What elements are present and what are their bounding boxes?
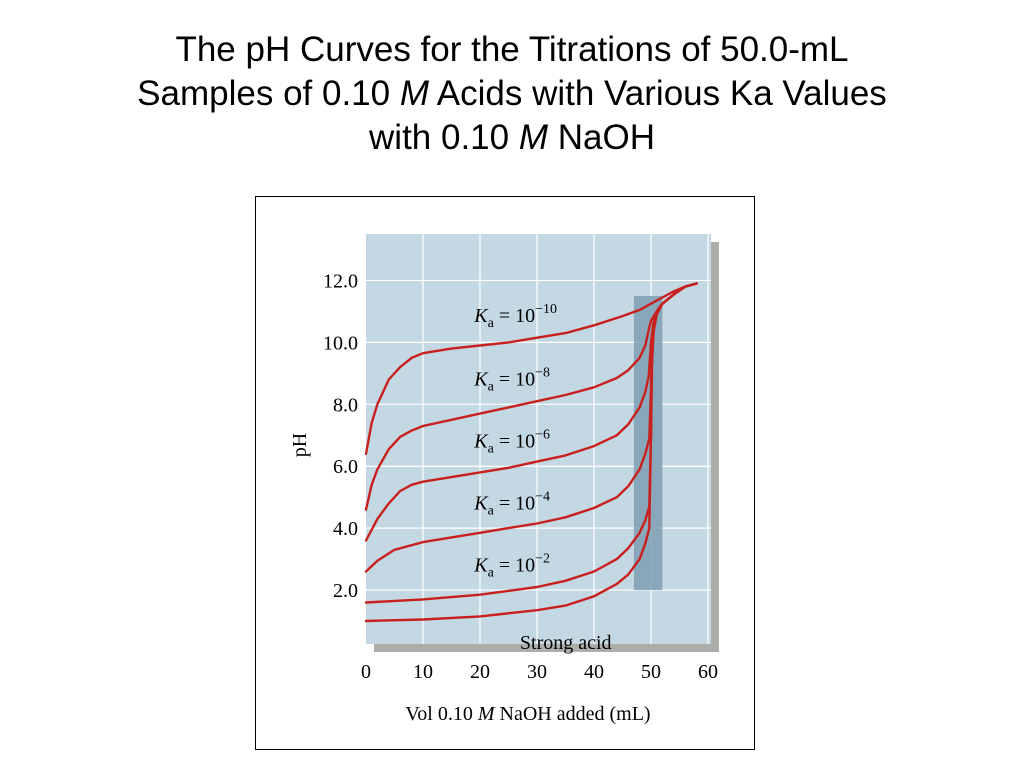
x-tick-label-2: 20 xyxy=(470,661,490,683)
curve-label-sub-2: a xyxy=(488,442,495,457)
ph-curve-0 xyxy=(364,282,698,455)
x-tick-label-6: 60 xyxy=(698,661,718,683)
curve-label-sub-4: a xyxy=(488,565,495,580)
curve-label-k-1: K xyxy=(473,369,489,391)
y-tick-label-3: 8.0 xyxy=(333,394,358,416)
curve-label-mid-0: = 10 xyxy=(494,305,535,327)
curve-label-k-0: K xyxy=(473,305,489,327)
x-tick-label-1: 10 xyxy=(413,661,433,683)
curve-label-exp-4: −2 xyxy=(535,551,550,566)
title-line-1: The pH Curves for the Titrations of 50.0… xyxy=(0,28,1024,72)
curve-label-exp-3: −4 xyxy=(535,490,550,505)
slide-title: The pH Curves for the Titrations of 50.0… xyxy=(0,28,1024,160)
y-tick-label-0: 2.0 xyxy=(333,580,358,602)
curve-label-k-2: K xyxy=(473,431,489,453)
curve-label-sub-0: a xyxy=(488,316,495,331)
curve-label-1: Ka = 10−8 xyxy=(473,366,550,395)
curve-label-sub-3: a xyxy=(488,504,495,519)
x-tick-label-4: 40 xyxy=(584,661,604,683)
curve-label-exp-1: −8 xyxy=(535,366,550,381)
title-line-2-text-b: Acids with Various Ka Values xyxy=(428,74,887,113)
ph-curve-5 xyxy=(364,282,698,623)
y-tick-label-1: 4.0 xyxy=(333,518,358,540)
curve-label-exp-0: −10 xyxy=(535,302,557,317)
x-tick-label-5: 50 xyxy=(641,661,661,683)
curve-label-k-3: K xyxy=(473,493,489,515)
curve-label-0: Ka = 10−10 xyxy=(473,302,557,331)
curve-label-k-4: K xyxy=(473,554,489,576)
title-line-3-text-a: with 0.10 xyxy=(369,118,519,157)
y-tick-label-4: 10.0 xyxy=(323,332,358,354)
curve-label-sub-1: a xyxy=(488,380,495,395)
x-axis-tick-labels: 0 10 20 30 40 50 60 xyxy=(361,661,718,683)
title-line-2-text-a: Samples of 0.10 xyxy=(137,74,400,113)
y-tick-label-2: 6.0 xyxy=(333,456,358,478)
curve-label-exp-2: −6 xyxy=(535,428,550,443)
y-axis-tick-labels: 2.0 4.0 6.0 8.0 10.0 12.0 xyxy=(323,270,358,602)
x-axis-label-molar: M xyxy=(477,703,496,725)
x-axis-label-suffix: NaOH added (mL) xyxy=(495,703,651,725)
curve-label-mid-1: = 10 xyxy=(494,369,535,391)
curve-label-mid-4: = 10 xyxy=(494,554,535,576)
figure-frame: Ka = 10−10 Ka = 10−8 Ka = 10−6 Ka = 10−4 Ka … xyxy=(255,196,755,750)
curve-label-3: Ka = 10−4 xyxy=(473,490,550,519)
x-tick-label-0: 0 xyxy=(361,661,371,683)
y-tick-label-5: 12.0 xyxy=(323,270,358,292)
curve-label-5: Strong acid xyxy=(520,632,612,654)
title-line-3-text-b: NaOH xyxy=(548,118,655,157)
curve-label-mid-3: = 10 xyxy=(494,493,535,515)
y-axis-label: pH xyxy=(289,433,311,457)
title-line-2: Samples of 0.10 M Acids with Various Ka … xyxy=(0,72,1024,116)
title-line-3: with 0.10 M NaOH xyxy=(0,116,1024,160)
ph-curves xyxy=(364,282,698,623)
curve-label-2: Ka = 10−6 xyxy=(473,428,550,457)
curve-label-mid-2: = 10 xyxy=(494,431,535,453)
title-line-3-molar: M xyxy=(518,118,548,157)
x-axis-label-prefix: Vol 0.10 xyxy=(405,703,477,725)
title-line-1-text: The pH Curves for the Titrations of 50.0… xyxy=(175,30,849,69)
x-tick-label-3: 30 xyxy=(527,661,547,683)
x-axis-label: Vol 0.10 M NaOH added (mL) xyxy=(405,703,650,725)
title-line-2-molar: M xyxy=(399,74,429,113)
curve-label-4: Ka = 10−2 xyxy=(473,551,550,580)
